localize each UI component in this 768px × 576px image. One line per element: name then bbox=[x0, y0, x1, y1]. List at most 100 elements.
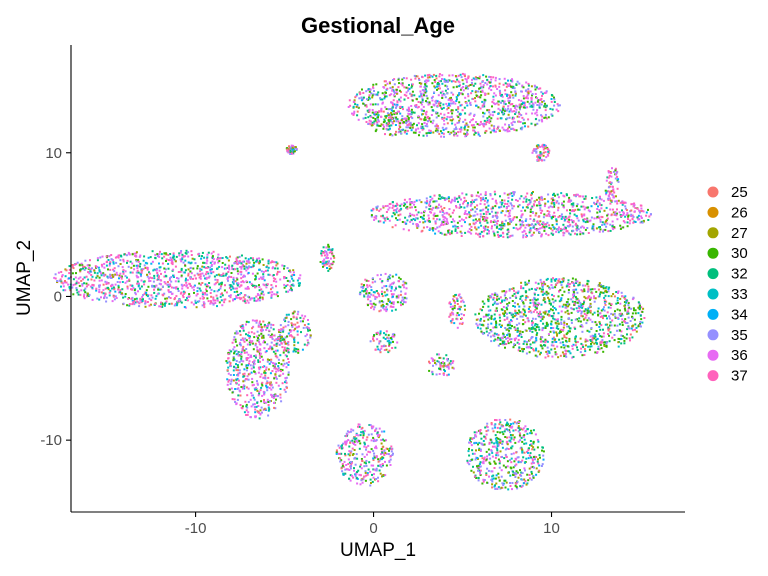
data-point bbox=[405, 222, 408, 225]
data-point bbox=[511, 110, 514, 113]
data-point bbox=[474, 313, 477, 316]
data-point bbox=[454, 102, 457, 105]
data-point bbox=[283, 267, 285, 270]
data-point bbox=[374, 280, 377, 283]
data-point bbox=[397, 294, 400, 297]
data-point bbox=[508, 338, 511, 341]
data-point bbox=[612, 196, 615, 199]
data-point bbox=[511, 117, 514, 120]
data-point bbox=[642, 220, 645, 223]
data-point bbox=[628, 306, 631, 309]
data-point bbox=[416, 106, 419, 109]
data-point bbox=[580, 289, 583, 291]
data-point bbox=[550, 327, 553, 330]
data-point bbox=[228, 275, 231, 278]
data-point bbox=[184, 259, 187, 262]
data-point bbox=[491, 100, 494, 103]
data-point bbox=[590, 342, 592, 345]
data-point bbox=[408, 215, 411, 218]
data-point bbox=[620, 342, 623, 345]
data-point bbox=[137, 283, 140, 286]
data-point bbox=[598, 210, 601, 213]
data-point bbox=[429, 205, 432, 208]
data-point bbox=[201, 293, 204, 296]
data-point bbox=[133, 252, 136, 255]
data-point bbox=[471, 199, 474, 202]
data-point bbox=[243, 267, 246, 270]
data-point bbox=[484, 193, 487, 196]
data-point bbox=[458, 215, 461, 218]
data-point bbox=[413, 94, 416, 97]
data-point bbox=[529, 211, 532, 213]
data-point bbox=[199, 270, 202, 273]
data-point bbox=[472, 124, 475, 126]
data-point bbox=[607, 197, 610, 200]
data-point bbox=[634, 312, 637, 315]
data-point bbox=[450, 80, 453, 83]
data-point bbox=[528, 202, 531, 205]
data-point bbox=[473, 113, 476, 116]
data-point bbox=[399, 293, 402, 296]
data-point bbox=[467, 93, 470, 96]
data-point bbox=[557, 312, 560, 315]
data-point bbox=[554, 286, 557, 289]
data-point bbox=[507, 222, 510, 225]
data-point bbox=[233, 298, 236, 301]
data-point bbox=[448, 213, 451, 216]
data-point bbox=[541, 198, 544, 201]
data-point bbox=[462, 82, 465, 85]
data-point bbox=[542, 280, 545, 283]
data-point bbox=[551, 315, 554, 318]
data-point bbox=[426, 219, 429, 222]
data-point bbox=[242, 299, 245, 302]
data-point bbox=[206, 297, 209, 300]
data-point bbox=[637, 301, 640, 304]
data-point bbox=[399, 286, 402, 289]
data-point bbox=[191, 286, 194, 289]
data-point bbox=[410, 201, 413, 204]
data-point bbox=[276, 295, 279, 298]
data-point bbox=[247, 287, 250, 290]
data-point bbox=[271, 286, 274, 289]
data-point bbox=[458, 85, 461, 88]
data-point bbox=[80, 262, 83, 265]
data-point bbox=[437, 94, 440, 97]
data-point bbox=[564, 218, 566, 221]
data-point bbox=[464, 96, 467, 99]
data-point bbox=[610, 213, 613, 216]
data-point bbox=[360, 286, 363, 289]
data-point bbox=[262, 277, 265, 280]
data-point bbox=[369, 103, 372, 106]
data-point bbox=[233, 291, 236, 293]
data-point bbox=[574, 296, 577, 299]
data-point bbox=[539, 151, 542, 154]
data-point bbox=[236, 263, 239, 266]
data-point bbox=[391, 201, 394, 204]
data-point bbox=[397, 131, 400, 134]
data-point bbox=[379, 278, 382, 281]
data-point bbox=[130, 266, 133, 269]
data-point bbox=[124, 295, 127, 298]
data-point bbox=[611, 199, 614, 202]
data-point bbox=[152, 280, 155, 283]
data-point bbox=[91, 286, 94, 289]
data-point bbox=[488, 111, 491, 114]
data-point bbox=[401, 106, 404, 108]
data-point bbox=[536, 97, 539, 100]
data-point bbox=[638, 211, 641, 214]
data-point bbox=[615, 214, 618, 217]
data-point bbox=[439, 87, 441, 90]
data-point bbox=[270, 293, 273, 296]
data-point bbox=[288, 269, 291, 272]
data-point bbox=[589, 288, 592, 291]
data-point bbox=[196, 290, 199, 293]
data-point bbox=[550, 202, 553, 205]
data-point bbox=[500, 101, 503, 104]
data-point bbox=[383, 291, 386, 294]
data-point bbox=[423, 210, 426, 213]
data-point bbox=[515, 104, 518, 107]
data-point bbox=[605, 300, 608, 303]
data-point bbox=[151, 277, 154, 280]
data-point bbox=[408, 110, 411, 112]
data-point bbox=[542, 100, 545, 102]
